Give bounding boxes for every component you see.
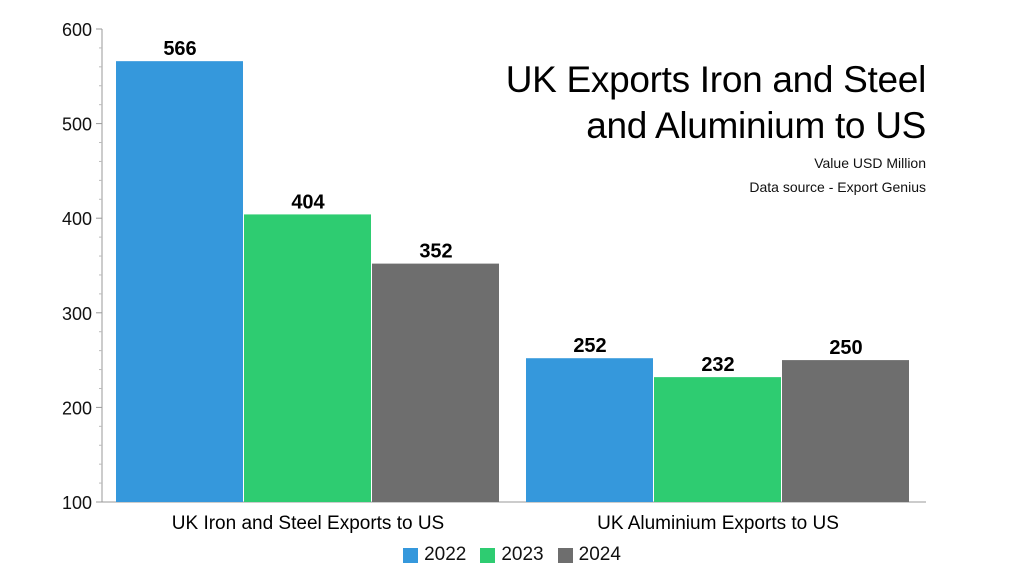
legend-item-2022[interactable]: 2022 xyxy=(403,544,466,566)
bar-2022-1[interactable] xyxy=(116,61,243,502)
chart-title-line-2: and Aluminium to US xyxy=(586,105,926,146)
chart-subtitle-source: Data source - Export Genius xyxy=(749,179,926,195)
data-label: 252 xyxy=(573,335,606,357)
chart-subtitle-unit: Value USD Million xyxy=(814,155,926,171)
legend-label: 2023 xyxy=(501,544,544,565)
bar-2023-2[interactable] xyxy=(654,377,781,502)
y-axis: 100 200 300 400 500 600 xyxy=(62,20,926,513)
data-label: 232 xyxy=(701,354,734,376)
legend-swatch xyxy=(480,547,496,563)
x-axis: UK Iron and Steel Exports to US UK Alumin… xyxy=(172,513,839,534)
legend-label: 2024 xyxy=(578,544,621,565)
legend-item-2023[interactable]: 2023 xyxy=(480,544,544,566)
bar-2022-2[interactable] xyxy=(526,358,653,502)
y-tick-label: 200 xyxy=(62,398,92,418)
x-category-label: UK Aluminium Exports to US xyxy=(597,513,839,534)
data-labels: 566 404 352 252 232 250 xyxy=(163,38,862,376)
y-tick-label: 500 xyxy=(62,115,92,135)
y-tick-label: 100 xyxy=(62,493,92,513)
y-tick-label: 300 xyxy=(62,304,92,324)
chart-title-line-1: UK Exports Iron and Steel xyxy=(505,59,927,100)
legend-item-2024[interactable]: 2024 xyxy=(557,544,621,566)
bars xyxy=(116,61,909,502)
legend-swatch xyxy=(403,547,419,563)
bar-2024-1[interactable] xyxy=(372,263,499,502)
y-tick-label: 600 xyxy=(62,20,92,40)
y-tick-label: 400 xyxy=(62,209,92,229)
x-category-label: UK Iron and Steel Exports to US xyxy=(172,513,444,534)
bar-2023-1[interactable] xyxy=(244,214,371,502)
legend-label: 2022 xyxy=(424,544,467,565)
chart-title: UK Exports Iron and Steel and Aluminium … xyxy=(505,57,927,149)
data-label: 566 xyxy=(163,38,196,60)
data-label: 352 xyxy=(419,241,452,263)
data-label: 250 xyxy=(829,337,862,359)
data-label: 404 xyxy=(291,191,325,213)
legend-swatch xyxy=(557,547,573,563)
bar-2024-2[interactable] xyxy=(782,360,909,502)
legend: 2022 2023 2024 xyxy=(0,544,1024,566)
